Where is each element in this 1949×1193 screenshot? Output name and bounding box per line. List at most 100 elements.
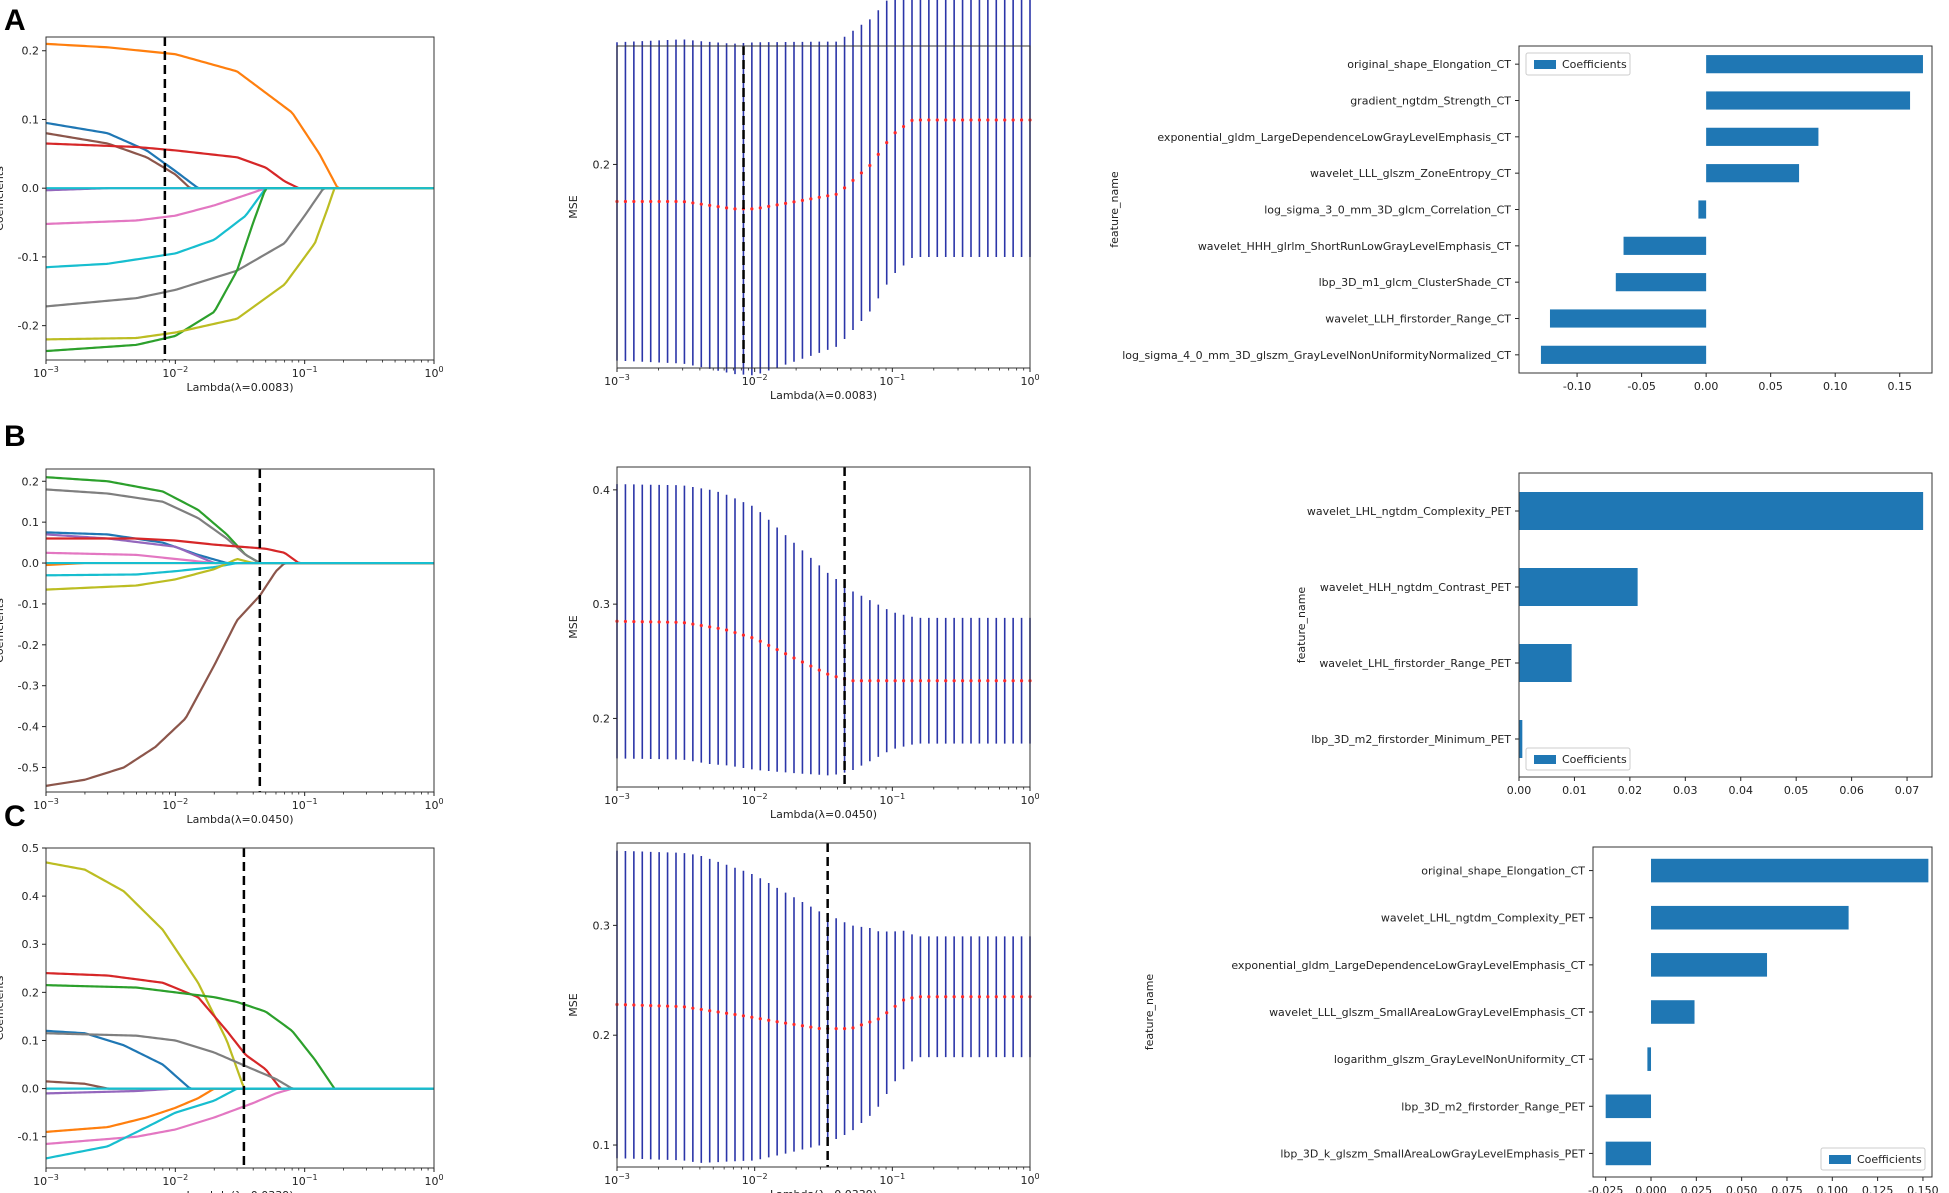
panel-a-2-feature-label: wavelet_HHH_glrlm_ShortRunLowGrayLevelEm… — [1198, 240, 1511, 253]
panel-c-6-xtick-label: 100 — [424, 1173, 443, 1188]
panel-a-1-mean-point — [859, 171, 864, 175]
panel-c-7-mean-point — [994, 995, 998, 999]
panel-c-7-mean-point — [724, 1011, 729, 1015]
panel-b-4-mean-point — [623, 619, 628, 624]
panel-a-1-mean-point — [935, 118, 939, 122]
panel-a-0-y-axis-label: Coefficients — [0, 166, 6, 231]
panel-b-4-mean-point — [657, 620, 661, 624]
panel-a-1-mean-point — [623, 199, 628, 204]
panel-b-4-mean-point — [741, 633, 746, 637]
panel-c-7-cv-mse-chart: 10−3 10−2 10−1 100 0.1 0.2 0.3 Lambda(λ=0.0339)… — [567, 842, 1040, 1193]
panel-b-4-xtick-label: 10−2 — [742, 792, 768, 807]
panel-a-2-feature-label: lbp_3D_m1_glcm_ClusterShade_CT — [1319, 276, 1512, 289]
panel-b-4-mean-point — [767, 643, 771, 648]
panel-a-2-xtick-label: -0.05 — [1627, 380, 1655, 393]
panel-a-1-xtick-label: 10−1 — [879, 373, 905, 388]
panel-a-1-mean-point — [918, 118, 923, 122]
panel-c-7-mean-point — [868, 1020, 872, 1024]
panel-letter-c: C — [4, 800, 26, 833]
panel-a-1-mean-point — [842, 186, 847, 190]
panel-a-2-xtick-label: 0.10 — [1823, 380, 1848, 393]
panel-a-1-frame — [616, 45, 1031, 369]
panel-b-5-bar — [1519, 492, 1924, 530]
panel-b-5-xtick-label: 0.00 — [1507, 784, 1532, 797]
panel-b-4-mean-point — [893, 679, 897, 683]
panel-c-8-xtick-label: 0.025 — [1681, 1184, 1713, 1193]
panel-c-8-bar — [1651, 905, 1849, 930]
panel-c-7-mean-point — [1011, 995, 1015, 999]
panel-c-7-ytick-label: 0.1 — [593, 1139, 611, 1152]
panel-b-5-coef-bar-chart: wavelet_LHL_ngtdm_Complexity_PET wavelet_… — [1295, 472, 1933, 797]
panel-a-0-xtick-label: 10−2 — [162, 365, 188, 380]
panel-a-2-feature-label: log_sigma_4_0_mm_3D_glszm_GrayLevelNonUn… — [1122, 349, 1511, 362]
panel-a-2-feature-label: wavelet_LLH_firstorder_Range_CT — [1325, 313, 1511, 326]
panel-b-5-legend-label: Coefficients — [1562, 753, 1627, 766]
panel-b-4-mean-point — [885, 679, 889, 683]
panel-letter-a: A — [4, 4, 26, 37]
panel-b-4-mean-point — [994, 679, 998, 683]
panel-a-1-mean-point — [834, 192, 838, 196]
panel-c-7-mean-point — [817, 1026, 821, 1031]
panel-a-1-mean-point — [851, 178, 855, 182]
panel-b-4-mean-point — [927, 679, 931, 683]
panel-b-4-mean-point — [792, 656, 796, 660]
panel-b-3-x-axis-label: Lambda(λ=0.0450) — [186, 813, 293, 826]
panel-c-7-mean-point — [969, 995, 973, 999]
panel-a-1-mean-point — [893, 131, 897, 135]
panel-b-4-mean-point — [901, 679, 906, 683]
panel-b-4-mean-point — [1011, 679, 1015, 683]
panel-c-8-legend-box — [1820, 1147, 1926, 1171]
panel-a-2-xtick-label: 0.00 — [1694, 380, 1719, 393]
panel-a-1-mean-point — [1011, 118, 1015, 122]
panel-b-4-mean-point — [682, 621, 687, 625]
panel-c-8-bar — [1651, 858, 1929, 883]
panel-b-3-ytick-label: -0.4 — [18, 721, 39, 734]
panel-c-7-mean-point — [977, 995, 982, 999]
panel-a-2-bar — [1706, 164, 1800, 183]
panel-c-7-mean-point — [716, 1010, 720, 1014]
panel-a-1-cv-mse-chart: 10−3 10−2 10−1 100 0.2 Lambda(λ=0.0083) MSE — [567, 0, 1040, 402]
panel-b-4-x-axis-label: Lambda(λ=0.0450) — [770, 808, 877, 821]
panel-c-6-xtick-label: 10−2 — [162, 1173, 188, 1188]
panel-a-0-ytick-label: 0.1 — [22, 113, 40, 126]
panel-b-4-mean-point — [935, 679, 939, 683]
panel-a-1-mean-point — [649, 199, 653, 204]
panel-c-7-ytick-label: 0.3 — [593, 919, 611, 932]
panel-c-7-mean-point — [859, 1023, 864, 1027]
panel-c-7-mean-point — [775, 1020, 779, 1024]
panel-b-4-mean-point — [868, 679, 872, 683]
panel-a-1-y-axis-label: MSE — [567, 195, 580, 218]
panel-b-4-xtick-label: 100 — [1020, 792, 1039, 807]
panel-a-1-mean-point — [1019, 118, 1024, 122]
panel-a-0-ytick-label: -0.1 — [18, 251, 39, 264]
panel-b-5-xtick-label: 0.01 — [1562, 784, 1587, 797]
panel-b-5-legend-swatch — [1534, 755, 1556, 764]
panel-a-0-xtick-label: 10−1 — [292, 365, 318, 380]
panel-c-8-xtick-label: 0.100 — [1817, 1184, 1849, 1193]
panel-a-1-mean-point — [767, 204, 771, 208]
panel-b-4-mean-point — [952, 679, 956, 683]
panel-c-7-mean-point — [623, 1003, 628, 1007]
panel-b-5-y-axis-label: feature_name — [1295, 587, 1308, 664]
panel-c-7-xtick-label: 100 — [1020, 1172, 1039, 1187]
panel-b-5-xtick-label: 0.06 — [1839, 784, 1864, 797]
panel-b-4-cv-mse-chart: 10−3 10−2 10−1 100 0.2 0.3 0.4 Lambda(λ=0.0450)… — [567, 466, 1040, 821]
panel-a-1-mean-point — [758, 206, 762, 210]
panel-c-7-mean-point — [893, 1004, 897, 1008]
panel-c-6-ytick-label: 0.5 — [22, 842, 40, 855]
panel-b-5-xtick-label: 0.07 — [1895, 784, 1920, 797]
panel-c-7-mean-point — [901, 998, 906, 1002]
panel-c-7-mean-point — [1003, 995, 1007, 999]
panel-c-7-mean-point — [1019, 995, 1024, 999]
panel-b-3-ytick-label: 0.0 — [22, 557, 40, 570]
panel-c-6-y-axis-label: Coefficients — [0, 975, 6, 1040]
panel-a-2-bar — [1706, 55, 1923, 74]
panel-a-1-mean-point — [986, 118, 990, 122]
panel-a-2-bar — [1623, 236, 1707, 255]
panel-a-2-feature-label: exponential_gldm_LargeDependenceLowGrayL… — [1157, 131, 1511, 144]
panel-b-3-xtick-label: 10−1 — [292, 797, 318, 812]
panel-c-7-mean-point — [767, 1018, 771, 1022]
panel-b-4-mean-point — [876, 679, 880, 683]
panel-b-4-mean-point — [724, 628, 729, 632]
